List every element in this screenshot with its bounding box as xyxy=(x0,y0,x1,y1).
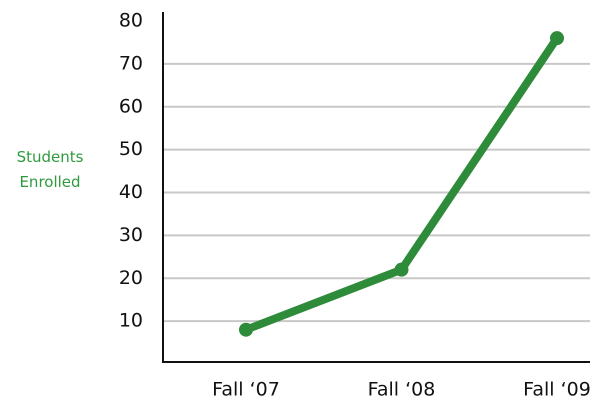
y-tick-label: 70 xyxy=(119,52,143,74)
y-tick-label: 30 xyxy=(119,224,143,246)
y-tick-label: 80 xyxy=(119,10,143,32)
y-axis-label: Students Enrolled xyxy=(16,148,84,191)
y-tick-label: 20 xyxy=(119,267,143,289)
y-tick-label: 40 xyxy=(119,181,143,203)
y-tick-label: 50 xyxy=(119,138,143,160)
x-tick-label: Fall ‘07 xyxy=(212,379,280,401)
y-tick-label: 10 xyxy=(119,310,143,332)
data-point xyxy=(550,31,564,46)
x-tick-label: Fall ‘08 xyxy=(368,379,436,401)
data-point xyxy=(239,322,253,337)
series-line xyxy=(244,35,561,334)
data-point xyxy=(394,262,409,277)
y-tick-label: 60 xyxy=(119,95,143,117)
x-tick-label: Fall ‘09 xyxy=(523,379,591,401)
